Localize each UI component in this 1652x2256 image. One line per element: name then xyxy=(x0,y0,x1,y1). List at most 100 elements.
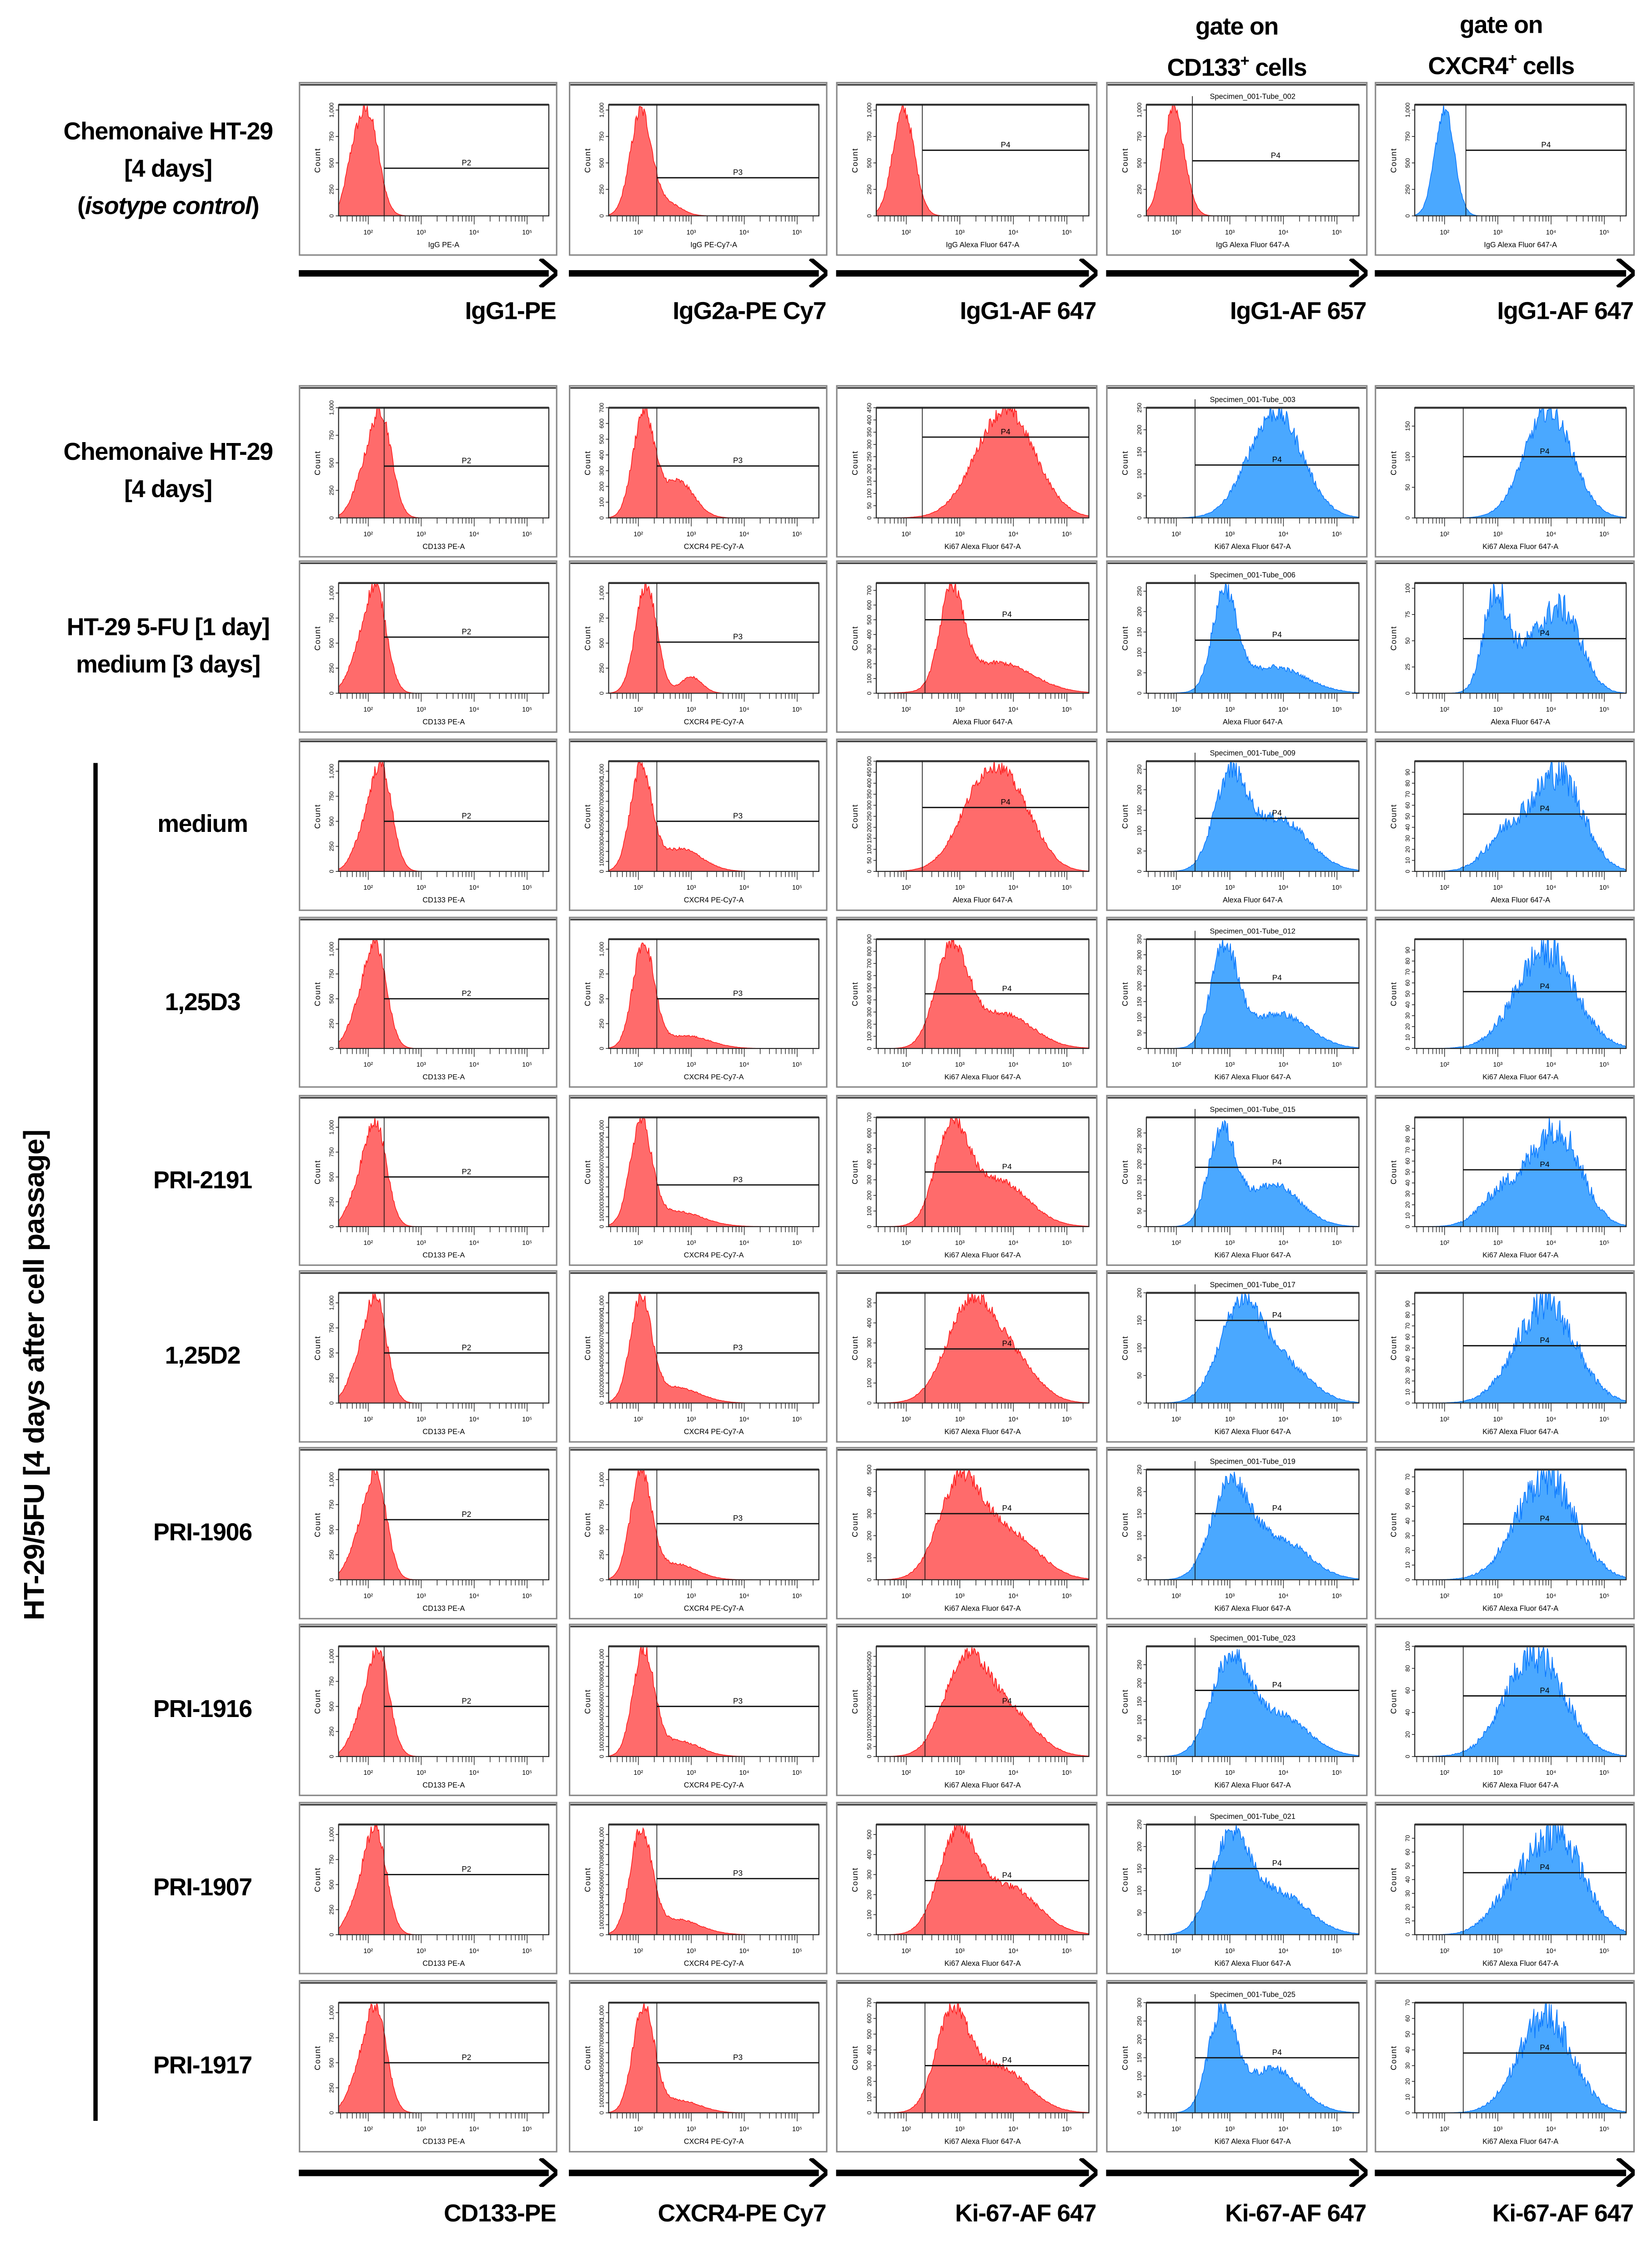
y-tick-label: 30 xyxy=(1404,1012,1411,1019)
y-tick-label: 500 xyxy=(328,458,335,468)
y-tick-label: 300 xyxy=(1136,950,1143,960)
y-tick-label: 150 xyxy=(1136,997,1143,1007)
y-tick-label: 0 xyxy=(598,214,605,217)
x-tick-label: 10³ xyxy=(955,1416,964,1423)
y-tick-label: 1,000 xyxy=(328,1472,335,1487)
x-axis-label: IgG Alexa Fluor 647-A xyxy=(1216,241,1290,249)
y-tick-label: 300 xyxy=(866,2061,873,2071)
gate-label: P2 xyxy=(462,158,471,167)
y-tick-label: 500 xyxy=(598,1172,605,1182)
x-tick-label: 10⁵ xyxy=(792,1769,802,1777)
y-tick-label: 150 xyxy=(1136,2053,1143,2063)
y-tick-label: 0 xyxy=(328,1047,335,1050)
y-tick-label: 10 xyxy=(1404,1213,1411,1219)
gate-label: P4 xyxy=(1272,1858,1282,1868)
marker-axis-label: CXCR4-PE Cy7 xyxy=(658,2200,827,2227)
y-tick-label: 350 xyxy=(866,1682,873,1692)
y-tick-label: 750 xyxy=(328,613,335,623)
gate-label: P2 xyxy=(462,989,471,998)
histogram-svg: P2 0 250 500 750 1,000 Count 10² 10³ 10⁴ 10⁵ CD133 … xyxy=(300,1626,556,1789)
gate-label: P2 xyxy=(462,1510,471,1519)
y-tick-label: 50 xyxy=(1136,1555,1143,1561)
x-tick-label: 10⁵ xyxy=(522,1593,532,1600)
x-axis-label: IgG Alexa Fluor 647-A xyxy=(1484,241,1557,249)
y-tick-label: 200 xyxy=(598,1910,605,1920)
histogram-area xyxy=(1415,1469,1627,1580)
y-axis-label: Count xyxy=(1120,982,1130,1006)
x-tick-label: 10⁵ xyxy=(1062,1948,1072,1955)
y-tick-label: 0 xyxy=(328,214,335,217)
y-tick-label: 200 xyxy=(1136,1842,1143,1852)
marker-axis-label: IgG2a-PE Cy7 xyxy=(673,297,826,325)
y-tick-label: 500 xyxy=(1404,158,1411,168)
y-tick-label: 100 xyxy=(1136,1531,1143,1541)
y-tick-label: 10 xyxy=(1404,1034,1411,1041)
y-tick-label: 300 xyxy=(866,1007,873,1017)
y-tick-label: 400 xyxy=(598,1182,605,1192)
histogram-line xyxy=(1146,760,1359,872)
histogram-panel: P4 0 10 20 30 40 50 60 70 Count 10² 10³ 10⁴ 10⁵ Ki67 A… xyxy=(1375,1802,1635,1974)
y-tick-label: 500 xyxy=(598,2058,605,2068)
y-tick-label: 250 xyxy=(1136,765,1143,775)
y-tick-label: 0 xyxy=(1136,1225,1143,1228)
gate-label: P4 xyxy=(1272,1680,1282,1689)
x-tick-label: 10³ xyxy=(417,531,426,538)
histogram-area xyxy=(338,939,549,1049)
y-tick-label: 200 xyxy=(1136,607,1143,617)
x-tick-label: 10³ xyxy=(955,1061,964,1068)
y-tick-label: 500 xyxy=(598,1880,605,1890)
histogram-panel: P2 0 250 500 750 1,000 Count 10² 10³ 10⁴ 10⁵ CD133 … xyxy=(299,1447,557,1620)
x-tick-label: 10⁴ xyxy=(1008,706,1018,714)
x-tick-label: 10³ xyxy=(1493,1593,1502,1600)
y-tick-label: 500 xyxy=(328,1348,335,1358)
x-tick-label: 10² xyxy=(633,1769,643,1777)
row-label-line: PRI-1916 xyxy=(153,1695,252,1723)
x-tick-label: 10⁵ xyxy=(1332,1769,1342,1777)
histogram-panel: P4 0 20 40 60 80 100 Count 10² 10³ 10⁴ 10⁵ Ki67 Alex… xyxy=(1375,1623,1635,1796)
y-tick-label: 0 xyxy=(866,516,873,519)
y-tick-label: 400 xyxy=(598,826,605,836)
y-tick-label: 600 xyxy=(866,600,873,610)
y-tick-label: 500 xyxy=(328,1880,335,1890)
x-tick-label: 10³ xyxy=(1493,1239,1503,1247)
histogram-svg: P2 0 250 500 750 1,000 Count 10² 10³ 10⁴ 10⁵ CD133 … xyxy=(300,562,556,726)
y-tick-label: 250 xyxy=(328,1019,335,1029)
x-tick-label: 10³ xyxy=(417,1593,426,1600)
x-tick-label: 10² xyxy=(1171,531,1181,538)
histogram-svg: P2 0 250 500 750 1,000 Count 10² 10³ 10⁴ 10⁵ CD133 … xyxy=(300,1097,556,1259)
y-axis-label: Count xyxy=(1120,2045,1130,2070)
y-tick-label: 250 xyxy=(866,1702,873,1712)
y-axis-label: Count xyxy=(1389,982,1398,1006)
y-tick-label: 0 xyxy=(598,2111,605,2115)
x-axis-label: Ki67 Alexa Fluor 647-A xyxy=(1482,2138,1558,2146)
x-tick-label: 10⁴ xyxy=(1278,1239,1288,1247)
y-axis-label: Count xyxy=(850,804,859,829)
y-tick-label: 50 xyxy=(1404,484,1411,491)
histogram-panel: P2 0 250 500 750 1,000 Count 10² 10³ 10⁴ 10⁵ CD133 … xyxy=(299,1623,557,1796)
row-label: PRI-1906 xyxy=(153,1515,252,1552)
y-tick-label: 200 xyxy=(598,2088,605,2098)
axis-arrow-icon xyxy=(1375,2158,1635,2187)
row-label-italic: isotype control xyxy=(85,191,252,219)
y-tick-label: 400 xyxy=(866,1318,873,1328)
y-tick-label: 40 xyxy=(1404,1180,1411,1186)
x-tick-label: 10⁴ xyxy=(739,1948,749,1955)
y-tick-label: 250 xyxy=(1136,184,1143,194)
histogram-svg: P4 0 10 20 30 40 50 60 70 Count 10² 10³ 10⁴ 10⁵ Ki67 A… xyxy=(1376,1449,1633,1613)
y-axis-label: Count xyxy=(583,1689,592,1714)
y-tick-label: 750 xyxy=(598,969,605,979)
histogram-panel: P4 0 10 20 30 40 50 60 70 80 90 Count 10² 10³ 10⁴ 10⁵ Ki… xyxy=(1375,916,1635,1088)
x-tick-label: 10³ xyxy=(955,229,964,236)
y-axis-label: Count xyxy=(313,450,322,475)
gate-label: P4 xyxy=(1272,455,1282,464)
x-tick-label: 10⁵ xyxy=(522,229,532,236)
y-tick-label: 150 xyxy=(1404,421,1411,431)
histogram-svg: P4 0 100 200 300 400 500 600 700 Count 10² 10³ 10⁴ 10… xyxy=(837,562,1096,726)
x-tick-label: 10⁵ xyxy=(1599,2126,1609,2133)
y-tick-label: 150 xyxy=(1136,627,1143,637)
y-tick-label: 100 xyxy=(866,488,873,499)
y-tick-label: 20 xyxy=(1404,1023,1411,1030)
